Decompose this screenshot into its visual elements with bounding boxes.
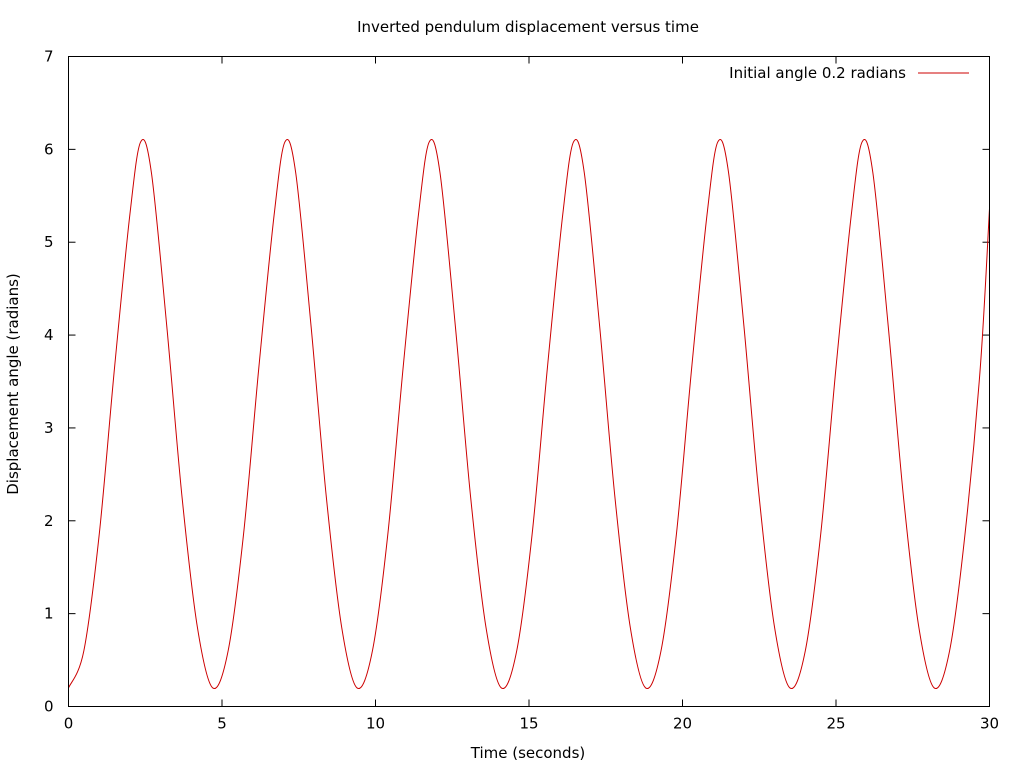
x-tick-label: 30 — [980, 715, 999, 733]
x-axis-label: Time (seconds) — [470, 744, 586, 762]
x-tick-label: 10 — [366, 715, 385, 733]
x-tick-label: 0 — [64, 715, 74, 733]
x-tick-label: 15 — [519, 715, 538, 733]
y-tick-label: 4 — [44, 326, 54, 344]
x-tick-label: 20 — [673, 715, 692, 733]
y-tick-label: 5 — [44, 233, 54, 251]
axis-ticks — [68, 56, 990, 707]
y-tick-label: 0 — [44, 698, 54, 716]
y-axis-label: Displacement angle (radians) — [4, 273, 22, 495]
tick-labels: 0 5 10 15 20 25 30 0 1 2 3 4 5 6 7 — [44, 48, 999, 733]
y-tick-label: 1 — [44, 605, 54, 623]
x-tick-label: 5 — [217, 715, 227, 733]
y-tick-label: 2 — [44, 512, 54, 530]
legend: Initial angle 0.2 radians — [729, 64, 969, 82]
chart-title: Inverted pendulum displacement versus ti… — [357, 18, 699, 36]
x-tick-label: 25 — [826, 715, 845, 733]
series-layer — [68, 138, 990, 689]
plot-frame — [68, 56, 990, 707]
y-tick-label: 3 — [44, 419, 54, 437]
legend-label: Initial angle 0.2 radians — [729, 64, 906, 82]
y-tick-label: 7 — [44, 48, 54, 66]
y-tick-label: 6 — [44, 140, 54, 158]
series-line-0 — [68, 138, 990, 689]
